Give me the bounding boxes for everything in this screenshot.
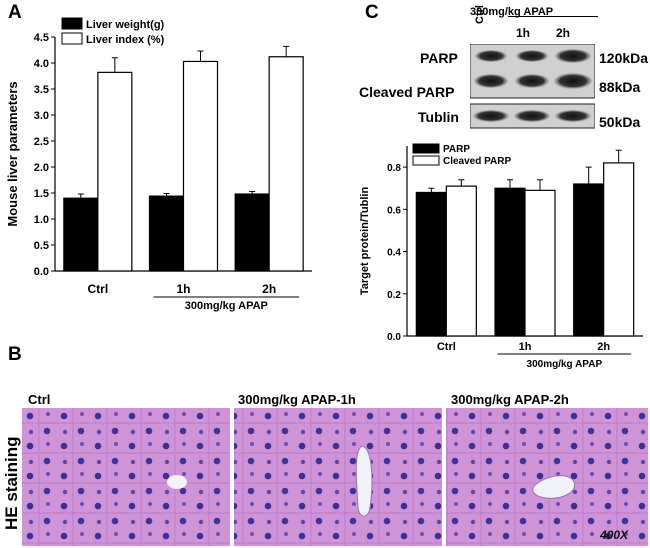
- y-tick-label: 3.5: [34, 84, 49, 96]
- magnification-label: 400X: [600, 528, 629, 542]
- legend-label: Liver weight(g): [86, 19, 165, 31]
- y-tick-label: 0.5: [34, 240, 49, 252]
- panel-label-c: C: [365, 2, 379, 23]
- y-tick-label: 0.6: [387, 205, 401, 216]
- wb-treatment-label: 300mg/kg APAP: [470, 6, 554, 18]
- y-tick-label: 4.0: [34, 58, 49, 70]
- bar: [268, 56, 304, 272]
- y-tick-label: 0.0: [387, 332, 401, 343]
- bar: [603, 162, 635, 337]
- panel-label-a: A: [8, 2, 22, 23]
- he-title-1h: 300mg/kg APAP-1h: [238, 392, 356, 407]
- bar: [524, 189, 556, 337]
- bar: [494, 187, 526, 337]
- wb-lane-1h: 1h: [516, 26, 531, 40]
- legend-swatch: [61, 32, 83, 45]
- y-tick-label: 2.5: [34, 136, 49, 148]
- y-tick-label: 3.0: [34, 110, 49, 122]
- legend-label: Cleaved PARP: [443, 156, 512, 167]
- bar: [415, 191, 447, 337]
- legend-label: Liver index (%): [86, 34, 165, 46]
- wb-treatment-line: [508, 16, 598, 17]
- group-label: 300mg/kg APAP: [527, 359, 603, 370]
- he-title-2h: 300mg/kg APAP-2h: [451, 392, 569, 407]
- y-tick-label: 1.5: [34, 188, 49, 200]
- bar: [182, 60, 219, 272]
- legend-swatch: [61, 17, 83, 30]
- wb-size-88: 88kDa: [599, 79, 641, 95]
- legend-swatch: [412, 155, 440, 166]
- bar: [234, 193, 270, 272]
- he-row-label: HE staining: [2, 436, 21, 530]
- wb-row-cleaved-parp: Cleaved PARP: [359, 84, 455, 100]
- legend-swatch: [412, 143, 440, 154]
- x-tick-label: 1h: [519, 341, 532, 353]
- bar: [573, 183, 605, 337]
- x-tick-label: 2h: [597, 341, 610, 353]
- he-image-1h: [234, 408, 442, 546]
- bar: [445, 185, 477, 337]
- y-tick-label: 2.0: [34, 162, 49, 174]
- x-tick-label: 2h: [262, 282, 276, 296]
- wb-row-tublin: Tublin: [418, 109, 459, 125]
- wb-size-50: 50kDa: [599, 114, 641, 130]
- wb-lane-ctrl: Ctrl: [474, 5, 486, 24]
- western-blot-image: [470, 44, 595, 129]
- x-tick-label: 1h: [176, 282, 190, 296]
- y-tick-label: 0.2: [387, 290, 401, 301]
- he-histology-images: [22, 408, 648, 546]
- y-tick-label: 0.0: [34, 266, 49, 278]
- chart-a: 0.0 0.5 1.0 1.5 2.0 2.5 3.0 3.5 4.0 4.5 Mouse live…: [5, 17, 312, 312]
- y-tick-label: 4.5: [34, 32, 49, 44]
- legend-label: PARP: [443, 144, 470, 155]
- he-image-ctrl: [22, 408, 230, 546]
- wb-size-120: 120kDa: [599, 50, 649, 66]
- y-axis-title: Mouse liver parameters: [5, 81, 20, 226]
- wb-lane-2h: 2h: [556, 26, 571, 40]
- x-tick-label: Ctrl: [437, 341, 456, 353]
- he-image-2h: [446, 408, 648, 546]
- he-title-ctrl: Ctrl: [28, 392, 51, 407]
- y-axis-title: Target protein/Tublin: [359, 187, 371, 296]
- y-tick-label: 0.4: [387, 248, 401, 259]
- wb-row-parp: PARP: [420, 50, 458, 66]
- bar: [97, 71, 133, 272]
- chart-c: 0.0 0.2 0.4 0.6 0.8 Target protein/Tublin Ctrl…: [359, 143, 643, 370]
- bar: [63, 197, 99, 272]
- bar: [148, 195, 185, 272]
- group-label: 300mg/kg APAP: [185, 300, 268, 312]
- y-tick-label: 1.0: [34, 214, 49, 226]
- y-tick-label: 0.8: [387, 163, 401, 174]
- panel-label-b: B: [8, 344, 22, 365]
- x-tick-label: Ctrl: [87, 282, 108, 296]
